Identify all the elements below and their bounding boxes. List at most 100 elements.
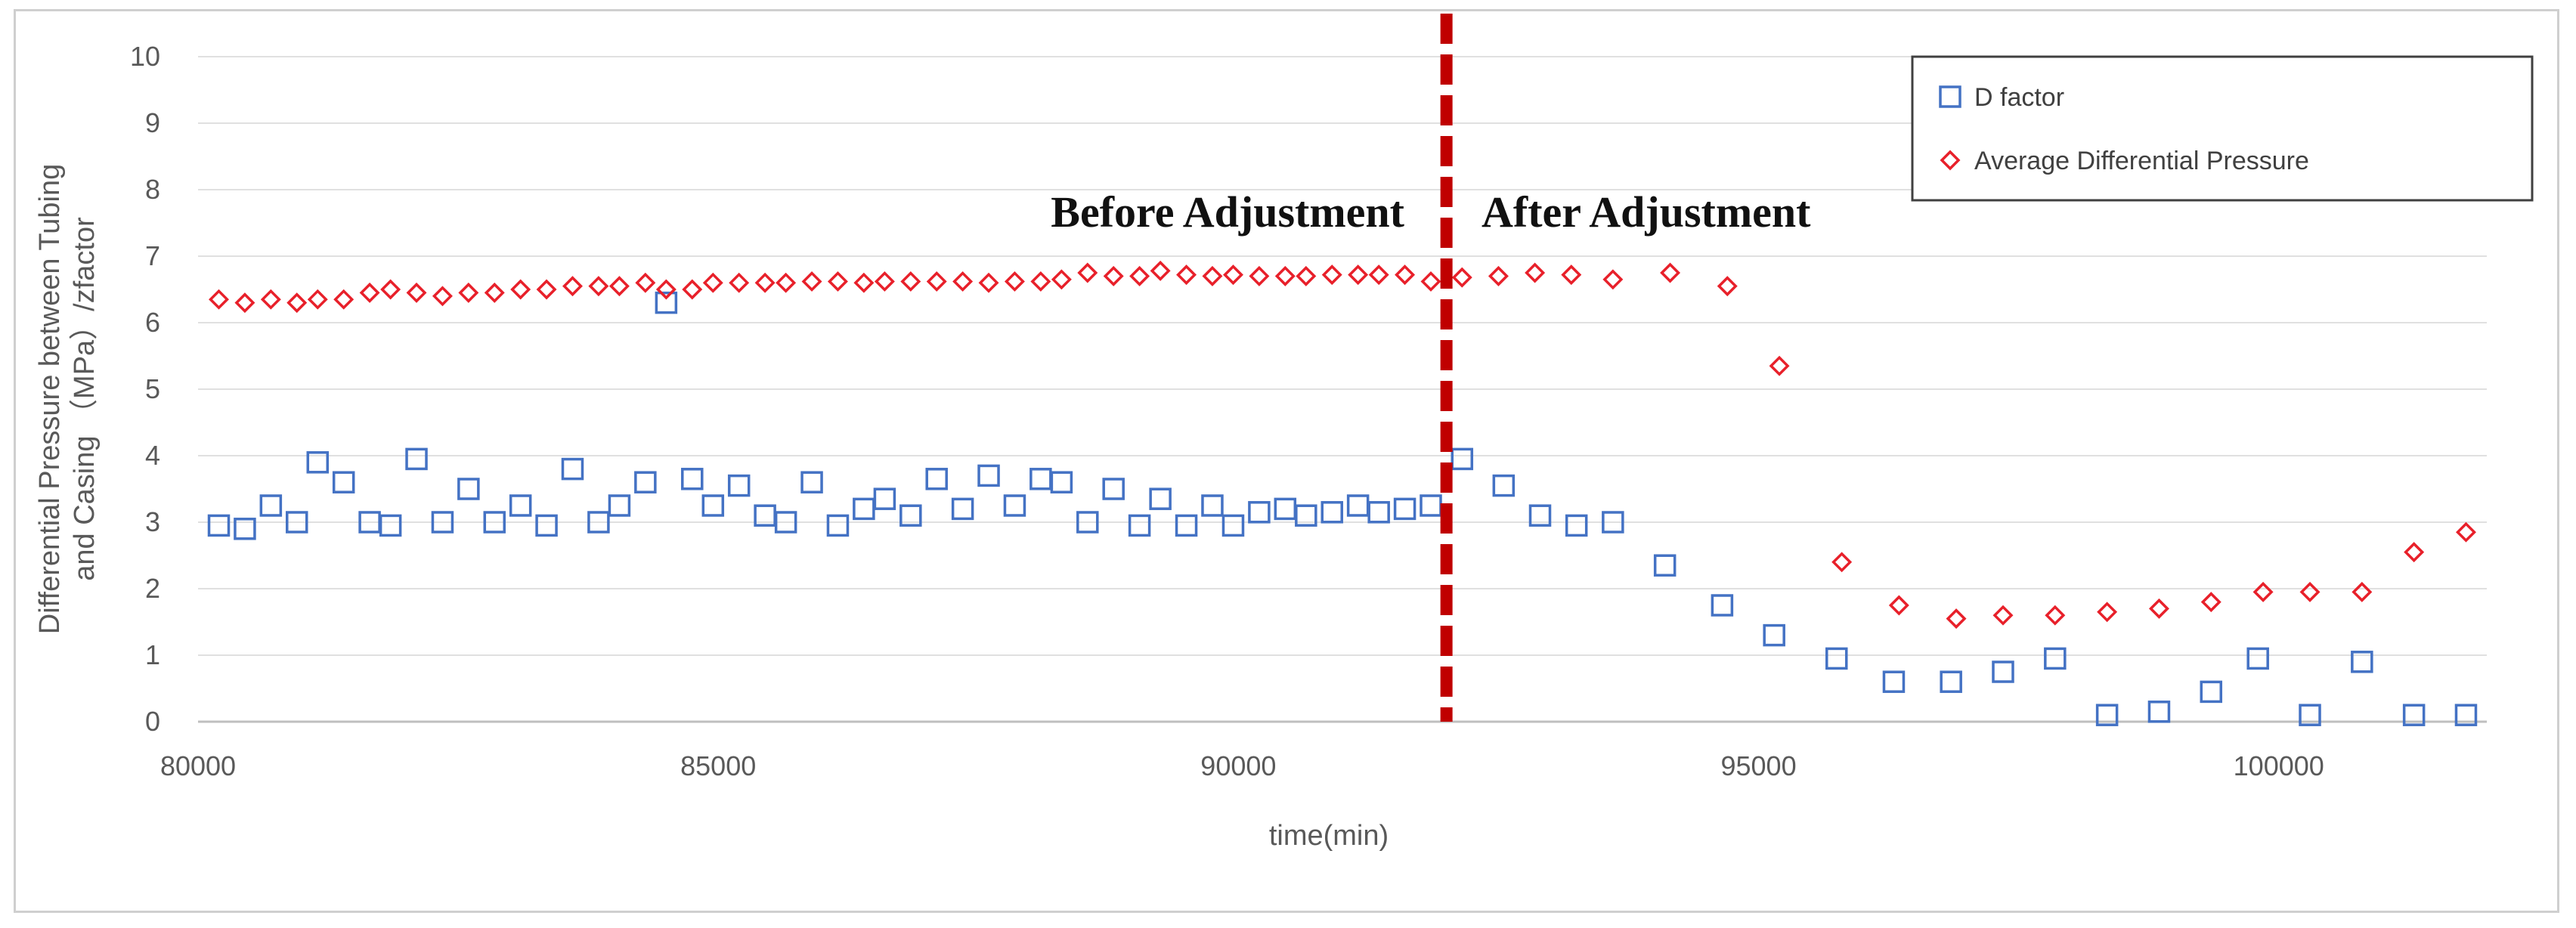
avg-pressure-point — [1831, 552, 1853, 573]
d-factor-point — [727, 474, 751, 497]
d-factor-point — [1653, 554, 1677, 577]
avg-pressure-point — [2352, 581, 2373, 602]
series-layer — [207, 260, 2478, 726]
d-factor-point — [234, 518, 256, 540]
y-tick-label: 4 — [145, 440, 160, 471]
legend-box — [1911, 55, 2534, 202]
y-tick-label: 3 — [145, 506, 160, 537]
avg-pressure-point — [359, 282, 380, 303]
avg-pressure-point — [2455, 521, 2476, 543]
d-factor-point — [655, 291, 678, 314]
d-factor-point — [457, 478, 480, 500]
avg-pressure-point — [2404, 542, 2425, 563]
avg-pressure-point — [801, 271, 822, 292]
d-factor-point — [701, 494, 725, 517]
d-factor-point — [1992, 660, 2014, 683]
avg-pressure-point — [2148, 598, 2169, 619]
avg-pressure-point — [209, 289, 230, 310]
d-factor-point — [1201, 494, 1224, 517]
avg-pressure-point — [380, 279, 401, 300]
d-factor-point — [1128, 514, 1151, 537]
avg-pressure-point — [2299, 581, 2321, 602]
avg-pressure-point — [260, 289, 281, 310]
d-factor-point — [853, 497, 875, 521]
d-factor-point — [2147, 701, 2171, 723]
d-factor-point — [1248, 501, 1271, 524]
d-factor-point — [431, 511, 454, 534]
avg-pressure-point — [1525, 262, 1546, 283]
d-factor-point — [1565, 514, 1588, 537]
d-factor-point — [951, 497, 974, 521]
d-factor-point — [634, 471, 657, 493]
y-tick-label: 8 — [145, 174, 160, 205]
d-factor-point — [826, 514, 850, 537]
legend-marker-2 — [1940, 150, 1961, 171]
avg-pressure-point — [900, 271, 921, 292]
x-tick-label: 85000 — [680, 750, 756, 781]
d-factor-point — [1321, 501, 1343, 524]
avg-pressure-point — [874, 271, 895, 292]
avg-pressure-point — [1888, 595, 1909, 616]
avg-pressure-point — [2045, 605, 2066, 626]
avg-pressure-point — [1451, 267, 1472, 288]
x-tick-label: 80000 — [160, 750, 236, 781]
avg-pressure-point — [1769, 355, 1790, 376]
avg-pressure-point — [1602, 269, 1624, 290]
d-factor-point — [2351, 651, 2373, 673]
x-axis-title: time(min) — [1269, 820, 1389, 852]
d-factor-point — [561, 457, 584, 481]
x-tick-label: 100000 — [2234, 750, 2324, 781]
avg-pressure-point — [1004, 271, 1025, 292]
avg-pressure-point — [702, 272, 723, 293]
d-factor-point — [899, 504, 922, 527]
x-tick-label: 95000 — [1720, 750, 1796, 781]
d-factor-point — [1451, 447, 1474, 471]
x-tick-label: 90000 — [1200, 750, 1276, 781]
d-factor-point — [405, 447, 428, 471]
d-factor-point — [774, 511, 797, 534]
d-factor-point — [535, 514, 558, 537]
d-factor-point — [259, 494, 283, 517]
avg-pressure-point — [588, 276, 609, 297]
grid-lines — [198, 56, 2487, 656]
avg-pressure-point — [2200, 592, 2221, 613]
d-factor-point — [1175, 514, 1198, 537]
d-factor-point — [977, 464, 1000, 487]
y-tick-label: 7 — [145, 240, 160, 271]
avg-pressure-point — [2252, 581, 2274, 602]
d-factor-point — [1003, 494, 1026, 517]
y-tick-labels: 0 1 2 3 4 5 6 7 8 9 10 — [130, 41, 160, 737]
legend-entries: D factor Average Differential Pressure — [1939, 83, 2309, 175]
legend-label-1: D factor — [1974, 83, 2064, 112]
avg-pressure-point — [1368, 264, 1389, 286]
avg-pressure-point — [682, 279, 703, 300]
d-factor-point — [509, 494, 532, 517]
legend: D factor Average Differential Pressure — [1911, 55, 2534, 202]
d-factor-point — [332, 471, 355, 493]
d-factor-point — [1825, 647, 1848, 670]
d-factor-point — [1763, 623, 1785, 647]
d-factor-point — [483, 511, 506, 534]
avg-pressure-point — [926, 271, 947, 292]
avg-pressure-point — [1223, 264, 1243, 286]
avg-pressure-point — [432, 286, 453, 307]
d-factor-point — [1050, 471, 1073, 493]
y-tick-label: 9 — [145, 107, 160, 138]
d-factor-point — [587, 511, 610, 534]
avg-pressure-point — [754, 272, 776, 293]
d-factor-point — [2044, 647, 2067, 670]
d-factor-point — [1602, 511, 1624, 534]
avg-pressure-point — [2097, 602, 2118, 623]
d-factor-point — [1149, 487, 1172, 510]
avg-pressure-point — [608, 276, 630, 297]
avg-pressure-point — [1202, 265, 1223, 286]
avg-pressure-point — [333, 289, 355, 310]
d-factor-point — [873, 487, 896, 510]
avg-pressure-point — [286, 292, 308, 314]
d-factor-point — [2299, 704, 2321, 726]
d-factor-point — [1393, 497, 1416, 521]
series-d-factor — [207, 291, 2478, 726]
d-factor-point — [1528, 504, 1552, 527]
avg-pressure-point — [562, 276, 583, 297]
